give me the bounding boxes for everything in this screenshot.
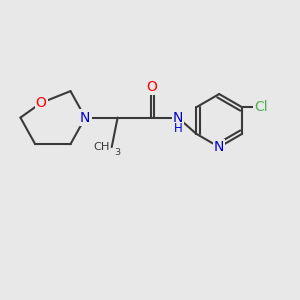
Text: N: N [214,140,224,154]
Text: O: O [36,96,46,110]
Text: Cl: Cl [254,100,268,114]
Text: O: O [146,80,157,94]
Text: CH: CH [94,142,110,152]
Text: N: N [173,111,183,124]
Text: N: N [80,111,90,124]
Text: 3: 3 [114,148,120,158]
Text: H: H [174,122,182,135]
